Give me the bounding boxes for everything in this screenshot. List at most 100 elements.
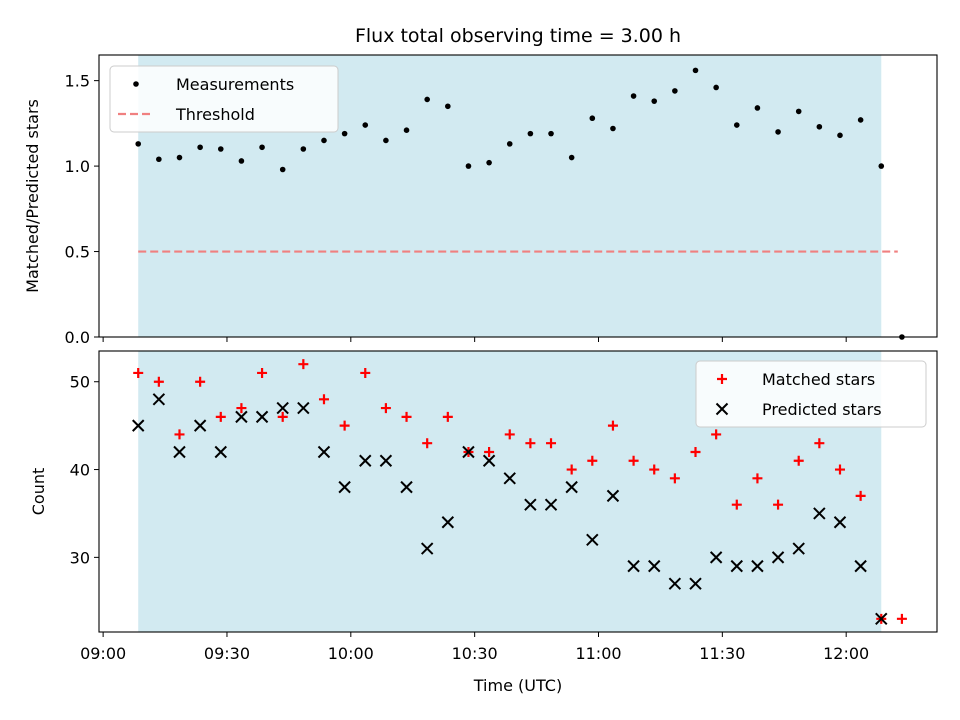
- count-panel: 30 40 50 09:00 09:30 10:00 10:30 11:00 11:30 12:0…: [29, 350, 938, 663]
- data-point: [339, 420, 350, 431]
- data-point: [754, 105, 761, 111]
- data-point: [445, 103, 451, 110]
- data-point: [359, 454, 372, 467]
- data-point: [462, 445, 475, 459]
- data-point: [277, 411, 288, 422]
- data-point: [214, 445, 227, 459]
- ratio-panel: 0.0 0.5 1.0 1.5 Matched/Predicted stars Measu…: [23, 54, 938, 347]
- series-predicted-stars: [132, 393, 888, 626]
- data-point: [482, 454, 496, 467]
- data-point: [135, 141, 142, 147]
- data-point: [690, 446, 701, 457]
- data-point: [383, 137, 389, 144]
- data-point: [771, 551, 785, 564]
- data-point: [298, 359, 309, 370]
- data-point: [854, 559, 867, 573]
- data-point: [692, 67, 699, 74]
- x-axis-label: Time (UTC): [473, 676, 562, 695]
- data-point: [816, 123, 823, 130]
- y-tick-label: 1.0: [65, 157, 90, 176]
- data-point: [133, 367, 144, 378]
- data-point: [279, 166, 286, 173]
- data-point: [259, 144, 265, 151]
- data-point: [360, 367, 371, 378]
- data-point: [484, 446, 495, 457]
- data-point: [338, 480, 351, 494]
- data-point: [321, 137, 327, 144]
- y-tick-label: 50: [70, 373, 90, 392]
- data-point: [587, 455, 598, 466]
- data-point: [276, 401, 289, 415]
- y-axis-label: Matched/Predicted stars: [23, 99, 42, 293]
- data-point: [152, 393, 166, 406]
- data-point: [300, 146, 307, 152]
- data-point: [525, 438, 536, 449]
- data-point: [775, 129, 781, 135]
- data-point: [731, 499, 742, 510]
- legend-label: Predicted stars: [762, 400, 882, 419]
- data-point: [628, 455, 639, 466]
- data-point: [589, 115, 596, 122]
- x-tick-label: 10:00: [328, 644, 374, 663]
- data-point: [380, 403, 391, 414]
- data-point: [506, 141, 513, 147]
- data-point: [793, 455, 804, 466]
- legend-label: Matched stars: [762, 370, 875, 389]
- legend-box: [695, 360, 927, 428]
- legend-label: Threshold: [175, 105, 255, 124]
- chart-title: Flux total observing time = 3.00 h: [355, 25, 681, 47]
- data-point: [217, 146, 224, 152]
- data-point: [672, 88, 678, 94]
- data-point: [814, 438, 825, 449]
- data-point: [465, 163, 472, 169]
- data-point: [257, 367, 268, 378]
- data-point: [896, 613, 907, 624]
- data-point: [401, 411, 412, 422]
- data-point: [752, 473, 763, 484]
- plot-frame: [98, 350, 938, 633]
- data-point: [193, 419, 207, 432]
- data-point: [400, 480, 413, 494]
- legend-swatch: [715, 402, 729, 416]
- y-tick-label: 0.0: [65, 328, 90, 347]
- data-point: [317, 445, 331, 459]
- data-point: [238, 158, 245, 164]
- data-point: [235, 410, 248, 424]
- legend-box: [109, 65, 339, 133]
- legend: Measurements Threshold: [109, 65, 339, 133]
- data-point: [362, 122, 369, 128]
- data-point: [174, 429, 185, 440]
- series-measurements: [135, 67, 905, 340]
- data-point: [504, 429, 515, 440]
- data-point: [568, 154, 575, 161]
- data-point: [153, 376, 164, 387]
- data-point: [503, 472, 516, 485]
- data-point: [297, 401, 310, 415]
- data-point: [566, 464, 577, 475]
- data-point: [195, 376, 206, 387]
- data-point: [610, 125, 616, 132]
- data-point: [713, 84, 719, 91]
- x-tick-label: 09:30: [204, 644, 250, 663]
- data-point: [733, 122, 740, 128]
- data-point: [341, 130, 348, 137]
- series-matched-stars: [133, 359, 907, 624]
- legend-swatch: [717, 374, 727, 384]
- data-point: [855, 490, 866, 501]
- data-point: [813, 507, 826, 520]
- data-point: [792, 542, 805, 555]
- x-tick-label: 11:00: [575, 644, 621, 663]
- data-point: [424, 96, 430, 103]
- x-tick-label: 11:30: [699, 644, 745, 663]
- data-point: [544, 498, 558, 511]
- data-point: [527, 130, 534, 137]
- data-point: [422, 438, 433, 449]
- legend: Matched stars Predicted stars: [695, 360, 927, 428]
- data-point: [837, 132, 843, 139]
- plot-frame: [98, 54, 938, 338]
- data-point: [730, 559, 743, 573]
- data-point: [132, 419, 145, 432]
- y-axis-label: Count: [29, 468, 48, 516]
- data-point: [379, 454, 393, 467]
